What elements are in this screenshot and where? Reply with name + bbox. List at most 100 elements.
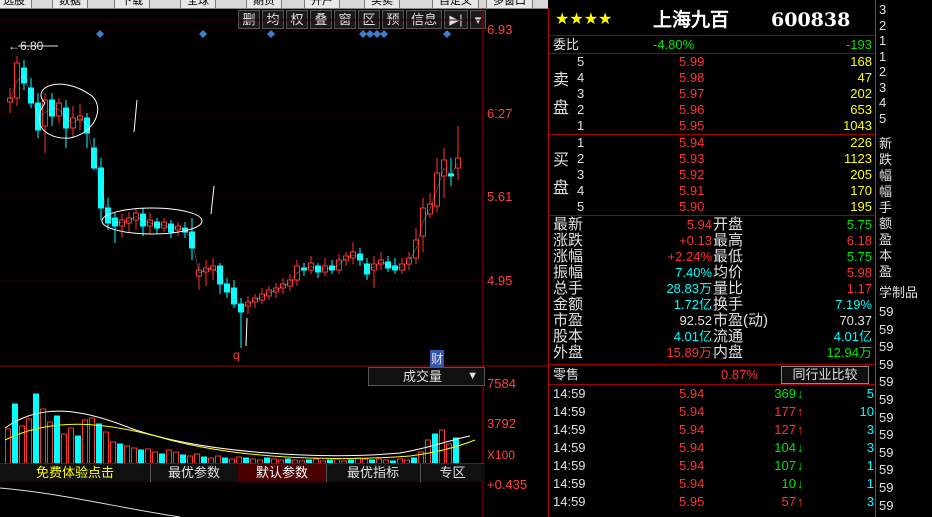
weibi-pct: -4.80% <box>653 37 695 52</box>
volume-bar <box>103 431 109 465</box>
toolbar-data-button[interactable]: 数据 <box>52 0 88 8</box>
trade-row[interactable]: 14:59 5.94 127 ↑ 3 <box>549 422 876 438</box>
stat-row[interactable]: 股本 4.01亿 流通 4.01亿 <box>549 329 876 345</box>
volume-bar <box>439 429 445 465</box>
bid-volume: 205 <box>850 167 872 182</box>
annotation-stroke <box>133 99 138 133</box>
toolbar-trade-button[interactable]: 买卖 <box>364 0 400 8</box>
trade-row[interactable]: 14:59 5.94 10 ↓ 1 <box>549 476 876 492</box>
candle-body <box>294 265 300 281</box>
stat-row[interactable]: 涨幅 +2.24% 最低 5.75 <box>549 249 876 265</box>
ask-volume: 168 <box>850 54 872 69</box>
candle-body <box>112 217 118 227</box>
tab-default-params[interactable]: 默认参数 <box>238 464 327 482</box>
sell-side-label: 卖 盘 <box>553 70 569 120</box>
stat-label: 金额 <box>553 296 584 313</box>
candle-body <box>378 259 384 265</box>
event-marker-finance[interactable]: 财 <box>430 350 445 367</box>
ask-price: 5.95 <box>679 118 705 133</box>
y-tick-label: 4.95 <box>487 273 513 288</box>
candle-body <box>301 267 307 271</box>
bid-price: 5.90 <box>679 199 705 214</box>
event-diamond-icon <box>96 30 104 38</box>
ask-row[interactable]: 3 5.97 202 <box>549 86 876 102</box>
toolbar-select-stock-button[interactable]: 选股 <box>0 0 32 8</box>
bid-row[interactable]: 1 5.94 226 <box>549 135 876 151</box>
bid-row[interactable]: 3 5.92 205 <box>549 167 876 183</box>
volume-bar <box>117 443 123 465</box>
tab-zone[interactable]: 专区 <box>439 465 466 480</box>
candle-body <box>70 117 76 129</box>
tab-best-params[interactable]: 最优参数 <box>150 464 239 482</box>
volume-bar <box>47 421 53 465</box>
event-diamond-icon <box>359 30 367 38</box>
toolbar-futures-button[interactable]: 期货 <box>246 0 282 8</box>
candlestick-series <box>7 45 461 348</box>
toolbar-global-button[interactable]: 全球 <box>180 0 216 8</box>
stat-value: 7.19% <box>835 297 872 312</box>
bid-price: 5.94 <box>679 135 705 150</box>
trade-row[interactable]: 14:59 5.94 369 ↓ 5 <box>549 386 876 402</box>
trade-price: 5.94 <box>679 458 705 473</box>
tab-best-indicator[interactable]: 最优指标 <box>326 464 421 482</box>
ask-row[interactable]: 5 5.99 168 <box>549 54 876 70</box>
stat-row[interactable]: 市盈 92.52 市盈(动) 70.37 <box>549 313 876 329</box>
bid-row[interactable]: 5 5.90 195 <box>549 199 876 215</box>
side-label: 本 <box>879 248 893 263</box>
stat-row[interactable]: 外盘 15.89万 内盘 12.94万 <box>549 345 876 361</box>
ask-volume: 202 <box>850 86 872 101</box>
indicator-selector[interactable]: 成交量 ▼ <box>368 367 485 386</box>
level-number: 2 <box>577 102 585 117</box>
indicator-tab-bar: 免费体验点击 最优参数 默认参数 最优指标 专区 <box>0 463 485 482</box>
trade-row[interactable]: 14:59 5.94 177 ↑ 10 <box>549 404 876 420</box>
bid-row[interactable]: 4 5.91 170 <box>549 183 876 199</box>
candle-body <box>147 219 153 227</box>
stat-label: 最低 <box>713 248 744 265</box>
volume-bar <box>446 443 452 465</box>
trade-row[interactable]: 14:59 5.95 57 ↑ 3 <box>549 494 876 510</box>
volume-bar <box>453 437 459 465</box>
stat-row[interactable]: 最新 5.94 开盘 5.75 <box>549 217 876 233</box>
stat-row[interactable]: 振幅 7.40% 均价 5.98 <box>549 265 876 281</box>
ask-row[interactable]: 4 5.98 47 <box>549 70 876 86</box>
candle-body <box>399 263 405 271</box>
trade-row[interactable]: 14:59 5.94 107 ↓ 1 <box>549 458 876 474</box>
chevron-down-icon: ▼ <box>467 370 478 382</box>
event-marker-q[interactable]: q <box>233 348 240 362</box>
ask-row[interactable]: 1 5.95 1043 <box>549 118 876 134</box>
stat-value: 6.18 <box>846 233 872 248</box>
toolbar-custom-button[interactable]: 自定义 <box>432 0 479 8</box>
volume-ma-line <box>4 423 476 460</box>
stat-value: +0.13 <box>679 233 712 248</box>
trade-row[interactable]: 14:59 5.94 104 ↓ 3 <box>549 440 876 456</box>
stat-label: 外盘 <box>553 344 584 361</box>
candle-body <box>91 147 97 169</box>
trade-count: 3 <box>866 422 874 437</box>
toolbar-open-account-button[interactable]: 开户 <box>304 0 340 8</box>
candle-body <box>196 269 202 277</box>
ask-row[interactable]: 2 5.96 653 <box>549 102 876 118</box>
stat-row[interactable]: 总手 28.83万 量比 1.17 <box>549 281 876 297</box>
tab-free-trial[interactable]: 免费体验点击 <box>0 464 151 482</box>
volume-bar <box>138 449 144 465</box>
stat-row[interactable]: 金额 1.72亿 换手 7.19% <box>549 297 876 313</box>
compare-industry-button[interactable]: 同行业比较 <box>781 366 869 384</box>
hand-drawn-annotations <box>38 83 248 347</box>
side-label: 手 <box>879 200 893 215</box>
bid-row[interactable]: 2 5.93 1123 <box>549 151 876 167</box>
stat-row[interactable]: 涨跌 +0.13 最高 6.18 <box>549 233 876 249</box>
toolbar-multiwindow-button[interactable]: 多窗口 <box>486 0 533 8</box>
toolbar-download-button[interactable]: 下载 <box>114 0 150 8</box>
arrow-down-icon: ↓ <box>797 386 804 401</box>
annotation-stroke <box>245 317 248 347</box>
arrow-up-icon: ↑ <box>797 422 804 437</box>
stat-label: 涨跌 <box>553 232 584 249</box>
kline-chart[interactable] <box>0 8 548 517</box>
candle-body <box>371 263 377 271</box>
side-time: 59 <box>879 462 894 478</box>
volume-bar <box>124 445 130 465</box>
candle-body <box>266 289 272 297</box>
candle-body <box>217 265 223 285</box>
stat-label: 均价 <box>713 264 744 281</box>
candle-body <box>392 265 398 271</box>
